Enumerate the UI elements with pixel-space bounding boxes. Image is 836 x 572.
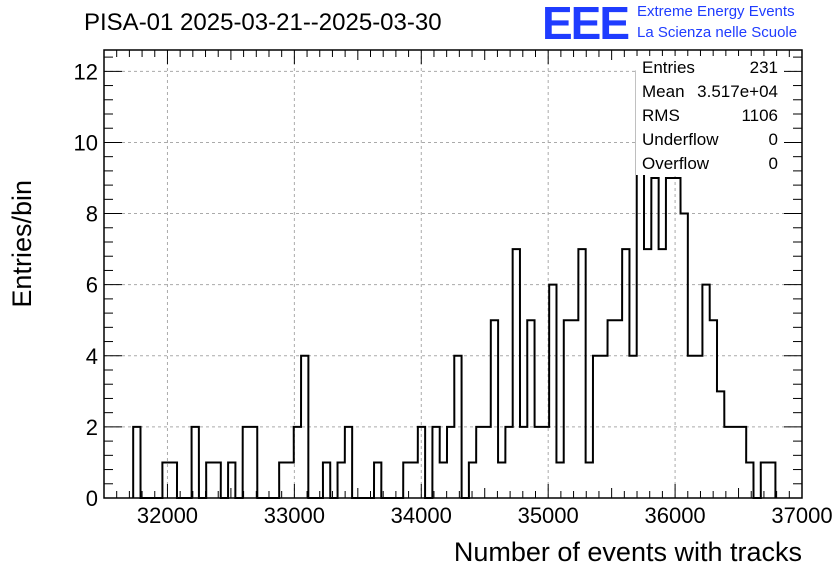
histogram-bin bbox=[710, 320, 717, 498]
x-tick-labels: 32000 33000 34000 35000 36000 37000 bbox=[137, 503, 833, 528]
histogram-bin bbox=[228, 462, 235, 498]
histogram-bin bbox=[622, 249, 629, 498]
histogram-bin bbox=[454, 356, 461, 498]
histogram-bin bbox=[659, 249, 666, 498]
histogram-bin bbox=[695, 356, 702, 498]
histogram-bin bbox=[279, 462, 286, 498]
stats-value: 231 bbox=[749, 58, 778, 77]
chart-title: PISA-01 2025-03-21--2025-03-30 bbox=[84, 9, 442, 36]
histogram-bin bbox=[440, 462, 447, 498]
x-tick-label: 36000 bbox=[644, 503, 705, 528]
histogram-bin bbox=[410, 462, 417, 498]
histogram-bin bbox=[746, 462, 753, 498]
histogram-bin bbox=[192, 427, 199, 498]
histogram-bin bbox=[768, 462, 775, 498]
x-axis-label: Number of events with tracks bbox=[454, 537, 802, 567]
y-tick-label: 6 bbox=[86, 273, 98, 298]
y-tick-label: 12 bbox=[74, 59, 98, 84]
x-tick-label: 33000 bbox=[264, 503, 325, 528]
stats-row-overflow: Overflow 0 bbox=[636, 154, 780, 178]
histogram-bin bbox=[513, 249, 520, 498]
y-tick-labels: 0 2 4 6 8 10 12 bbox=[74, 59, 98, 511]
histogram-bin bbox=[629, 356, 636, 498]
histogram-bin bbox=[535, 427, 542, 498]
histogram-bin bbox=[243, 427, 250, 498]
plot-frame bbox=[103, 49, 803, 499]
axis-ticks bbox=[103, 50, 803, 499]
stats-row-mean: Mean 3.517e+04 bbox=[636, 82, 780, 106]
y-tick-label: 2 bbox=[86, 415, 98, 440]
stats-value: 0 bbox=[768, 130, 778, 149]
histogram-bin bbox=[338, 462, 345, 498]
histogram-bin bbox=[666, 178, 673, 498]
histogram-bin bbox=[556, 462, 563, 498]
logo-line-1: Extreme Energy Events bbox=[637, 3, 795, 20]
histogram-bin bbox=[527, 320, 534, 498]
histogram-bin bbox=[549, 285, 556, 498]
histogram-bin bbox=[476, 427, 483, 498]
eee-logo: EEE bbox=[542, 0, 630, 49]
histogram-bin bbox=[732, 427, 739, 498]
x-tick-label: 37000 bbox=[771, 503, 832, 528]
stats-row-underflow: Underflow 0 bbox=[636, 130, 780, 154]
histogram-bin bbox=[593, 356, 600, 498]
histogram-bin bbox=[403, 462, 410, 498]
histogram-bin bbox=[608, 320, 615, 498]
x-tick-label: 32000 bbox=[137, 503, 198, 528]
histogram-bin bbox=[681, 214, 688, 498]
histogram-bin bbox=[724, 427, 731, 498]
histogram-bin bbox=[739, 427, 746, 498]
logo-line-2: La Scienza nelle Scuole bbox=[637, 24, 798, 41]
y-tick-label: 8 bbox=[86, 202, 98, 227]
histogram-bin bbox=[498, 462, 505, 498]
histogram-bin bbox=[505, 427, 512, 498]
y-tick-label: 4 bbox=[86, 344, 98, 369]
histogram-bin bbox=[133, 427, 140, 498]
stats-label: Mean bbox=[642, 82, 685, 101]
histogram-bin bbox=[162, 462, 169, 498]
histogram-bin bbox=[673, 178, 680, 498]
y-tick-label: 0 bbox=[86, 486, 98, 511]
histogram-bin bbox=[345, 427, 352, 498]
histogram-bin bbox=[615, 320, 622, 498]
stats-value: 0 bbox=[768, 154, 778, 173]
histogram-bin bbox=[644, 249, 651, 498]
histogram-bin bbox=[301, 356, 308, 498]
stats-box bbox=[636, 56, 784, 175]
histogram-bin bbox=[688, 356, 695, 498]
histogram-bin bbox=[651, 178, 658, 498]
stats-label: Overflow bbox=[642, 154, 710, 173]
histogram-bin bbox=[323, 462, 330, 498]
histogram-bin bbox=[491, 320, 498, 498]
histogram-bin bbox=[571, 320, 578, 498]
stats-label: Entries bbox=[642, 58, 695, 77]
stats-label: Underflow bbox=[642, 130, 719, 149]
histogram-bin bbox=[447, 427, 454, 498]
y-axis-label: Entries/bin bbox=[7, 180, 37, 308]
histogram-bin bbox=[374, 462, 381, 498]
histogram-bin bbox=[250, 427, 257, 498]
histogram-bin bbox=[600, 356, 607, 498]
x-tick-label: 34000 bbox=[391, 503, 452, 528]
histogram-bin bbox=[483, 427, 490, 498]
stats-row-entries: Entries 231 bbox=[636, 58, 780, 82]
stats-value: 1106 bbox=[741, 106, 778, 125]
stats-value: 3.517e+04 bbox=[697, 82, 778, 101]
x-tick-label: 35000 bbox=[518, 503, 579, 528]
histogram-bin bbox=[717, 391, 724, 498]
histogram-bin bbox=[520, 427, 527, 498]
stats-row-rms: RMS 1106 bbox=[636, 106, 780, 130]
histogram-bin bbox=[170, 462, 177, 498]
histogram-bin bbox=[578, 249, 585, 498]
histogram-bin bbox=[286, 462, 293, 498]
y-tick-label: 10 bbox=[74, 130, 98, 155]
histogram-bin bbox=[564, 320, 571, 498]
histogram-bin bbox=[214, 462, 221, 498]
histogram-bin bbox=[702, 285, 709, 498]
histogram-bin bbox=[206, 462, 213, 498]
stats-label: RMS bbox=[642, 106, 680, 125]
histogram-bin bbox=[432, 427, 439, 498]
stats-panel: Entries 231 Mean 3.517e+04 RMS 1106 Unde… bbox=[636, 58, 780, 178]
